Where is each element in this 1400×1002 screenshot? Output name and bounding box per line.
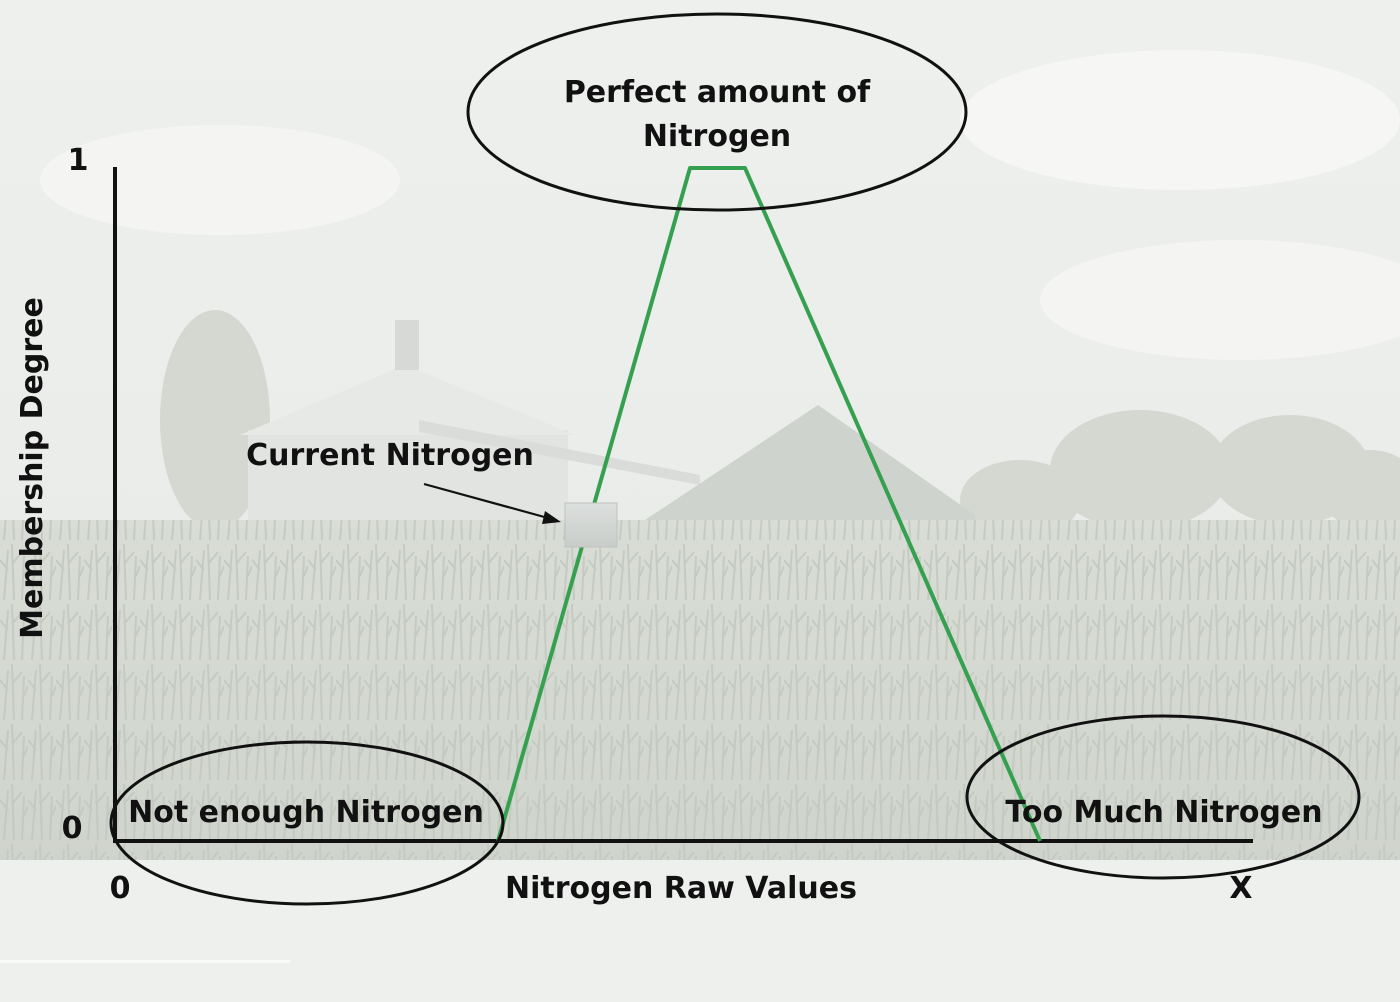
too-much-ellipse bbox=[965, 714, 1361, 880]
peak-label-line1: Perfect amount of bbox=[564, 75, 871, 110]
peak-label-line2: Nitrogen bbox=[643, 119, 791, 154]
not-enough-ellipse bbox=[109, 740, 505, 906]
high-nitrogen-label: Too Much Nitrogen bbox=[1005, 795, 1322, 830]
perfect-amount-ellipse bbox=[466, 12, 968, 212]
y-tick-bottom: 0 bbox=[62, 811, 83, 846]
x-axis-title: Nitrogen Raw Values bbox=[505, 871, 857, 906]
trees bbox=[160, 310, 1400, 540]
current-nitrogen-label: Current Nitrogen bbox=[246, 438, 534, 473]
y-axis-title: Membership Degree bbox=[15, 297, 50, 639]
current-nitrogen-arrow bbox=[423, 482, 561, 524]
x-tick-end: X bbox=[1229, 871, 1252, 906]
low-nitrogen-label: Not enough Nitrogen bbox=[128, 795, 484, 830]
cloud bbox=[1040, 240, 1400, 360]
cloud bbox=[40, 125, 400, 235]
current-nitrogen-marker bbox=[564, 502, 618, 548]
road bbox=[0, 860, 1400, 1002]
y-tick-top: 1 bbox=[68, 143, 89, 178]
cloud bbox=[960, 50, 1400, 190]
x-tick-start: 0 bbox=[110, 871, 131, 906]
